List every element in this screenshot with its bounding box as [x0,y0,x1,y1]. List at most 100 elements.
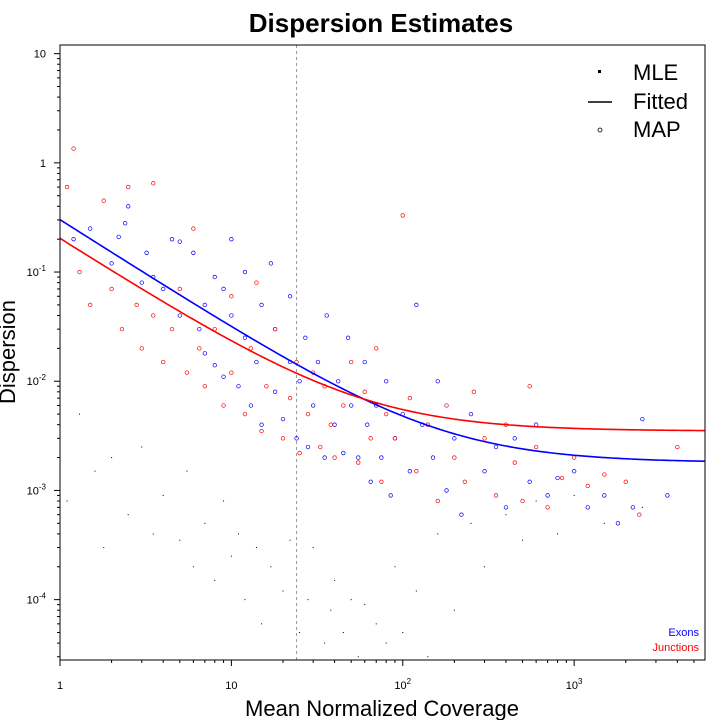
exons-map-point [280,416,286,422]
exons-map-point [430,455,436,460]
exons-map-point [236,384,241,389]
group-legend-junctions: Junctions [653,642,700,654]
junctions-map-point [254,280,259,285]
exons-map-point [452,436,457,441]
exons-map-point [177,313,182,318]
mle-point [270,566,272,568]
plot-frame [59,44,706,661]
mle-point [557,533,559,535]
mle-point [375,623,377,625]
mle-point [244,599,246,601]
mle-point [364,604,366,606]
mle-point [402,632,404,634]
exons-map-point [71,237,76,242]
exons-map-point [116,234,121,240]
junctions-map-point [242,411,248,417]
mle-point [394,566,396,568]
exons-map-point [585,505,590,510]
mle-point [603,522,605,524]
exons-map-point [379,455,384,460]
plot-area [60,45,705,660]
junctions-map-point [368,436,373,441]
exons-map-point [254,359,259,365]
mle-point [535,500,537,502]
mle-point [437,533,439,535]
exons-map-point [202,302,207,308]
junctions-map-point [77,269,82,275]
junctions-map-point [559,475,565,481]
junctions-map-point [452,455,457,460]
mle-point [79,413,81,415]
y-tick-label: 10 [34,49,46,61]
mle-point [223,500,225,502]
junctions-map-point [184,370,190,375]
exons-map-point [311,403,316,408]
exons-map-point [177,239,182,244]
exons-map-point [545,493,550,498]
exons-map-point [144,250,149,255]
exons-map-point [336,379,341,384]
exons-map-point [384,379,389,384]
junctions-map-point [462,479,467,484]
mle-point [141,446,143,448]
exons-map-point [615,521,621,526]
group-legend: Exons Junctions [653,627,700,654]
junctions-map-point [533,444,539,450]
junctions-map-point [139,346,144,351]
legend-fitted-label: Fitted [633,89,688,114]
exons-map-point [259,302,264,308]
exons-map-point [527,479,532,484]
exons-map-point [349,403,354,408]
mle-point [470,522,472,524]
exons-map-point [315,359,321,365]
mle-point [282,590,284,592]
junctions-map-point [221,403,226,408]
exons-map-point [202,351,207,356]
junctions-map-point [101,198,106,203]
junctions-map-point [202,384,207,389]
mle-point [94,470,96,472]
exons-map-point [212,274,217,280]
junctions-map-point [169,326,175,332]
exons-map-point [259,422,264,427]
exons-map-point [322,455,327,460]
junctions-map-point [585,483,590,489]
junctions-map-point [191,226,196,231]
mle-point [330,609,332,611]
junctions-map-point [379,479,384,484]
junctions-map-point [675,444,680,450]
series-junctions [64,146,680,517]
mle-point [427,656,429,658]
mle-point [334,579,336,581]
exons-map-point [221,286,226,292]
junctions-map-point [545,505,550,510]
exons-map-point [435,379,440,384]
junctions-map-point [318,444,323,450]
mle-point [237,533,239,535]
exons-map-point [88,226,93,231]
mle-point [152,533,154,535]
junctions-map-point [248,346,254,351]
exons-map-point [503,505,509,510]
mle-point [66,500,68,502]
legend-map-symbol [597,127,603,133]
junctions-map-point [134,302,139,308]
mle-point [179,539,181,541]
legend-mle-label: MLE [633,60,678,85]
mle-point [342,632,344,634]
exons-map-point [297,379,302,384]
exons-map-point [242,335,248,340]
mle-point [415,590,417,592]
mle-point [641,506,643,508]
mle-point [162,494,164,496]
mle-point [573,494,575,496]
mle-point [103,547,105,549]
exons-map-point [229,237,234,242]
mle-point [214,579,216,581]
exons-map-point [191,250,196,255]
junctions-map-point [384,411,389,417]
exons-map-point [126,204,131,209]
exons-map-point [444,488,449,493]
mle-point [324,642,326,644]
